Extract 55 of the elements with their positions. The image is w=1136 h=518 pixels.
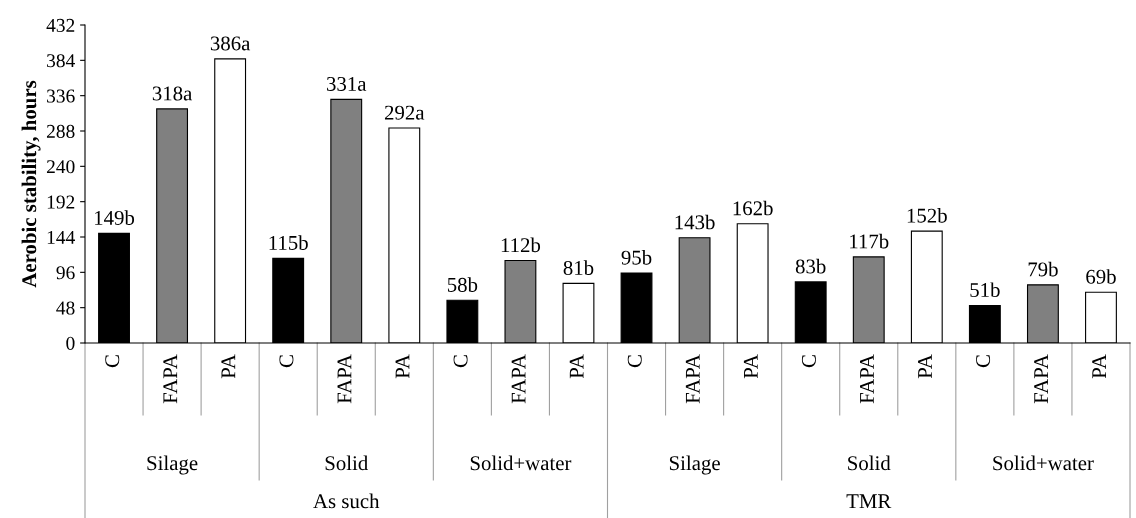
y-tick-label: 48: [56, 301, 75, 315]
data-label: 117b: [850, 233, 889, 249]
text: Silage: [669, 455, 720, 475]
data-label: 292a: [384, 105, 425, 120]
x-tick-label: FAPA: [860, 354, 874, 404]
x-tick-label: PA: [221, 354, 236, 379]
x-tick-label: FAPA: [511, 354, 526, 404]
y-tick-label: 144: [47, 230, 75, 244]
data-label: 331a: [327, 76, 367, 91]
data-label: 81b: [563, 260, 594, 275]
x-tick-label: PA: [569, 354, 584, 379]
x-tick-label: PA: [743, 354, 758, 379]
text: Solid+water: [470, 455, 572, 471]
x-tick-label: FAPA: [337, 354, 352, 404]
y-axis-title: Aerobic stability, hours: [21, 80, 41, 288]
data-label: 143b: [675, 214, 715, 230]
text: As such: [313, 493, 380, 509]
data-label: 79b: [1028, 261, 1058, 277]
text: Silage: [147, 455, 198, 475]
y-tick-label: 336: [47, 89, 75, 103]
text: TMR: [846, 494, 892, 509]
x-tick-label: FAPA: [685, 354, 700, 404]
y-tick-label: 192: [47, 195, 75, 209]
text: Solid+water: [993, 455, 1094, 471]
data-label: 149b: [95, 210, 135, 225]
x-tick-label: PA: [1092, 354, 1106, 379]
text: Solid: [325, 455, 368, 471]
data-label: 318a: [152, 86, 193, 101]
y-tick-label: 384: [47, 54, 75, 68]
x-tick-label: C: [279, 355, 294, 368]
data-label: 83b: [795, 258, 826, 274]
data-label: 152b: [907, 208, 947, 223]
y-tick-label: 432: [46, 18, 75, 32]
x-tick-label: C: [976, 355, 991, 368]
data-label: 69b: [1086, 269, 1116, 284]
data-label: 162b: [733, 200, 773, 216]
data-label: 58b: [447, 277, 478, 292]
data-label: 112b: [501, 237, 541, 253]
x-tick-label: FAPA: [1034, 354, 1048, 404]
y-tick-label: 240: [46, 160, 75, 174]
x-tick-label: PA: [918, 354, 932, 379]
x-tick-label: C: [105, 355, 120, 368]
data-label: 386a: [210, 36, 251, 51]
x-tick-label: C: [801, 355, 816, 368]
y-tick-label: 96: [56, 266, 75, 280]
data-label: 51b: [970, 282, 1000, 298]
x-tick-label: FAPA: [163, 354, 178, 404]
data-label: 95b: [621, 250, 652, 265]
y-tick-label: 288: [46, 124, 75, 138]
y-tick-label: 0: [66, 336, 75, 350]
x-tick-label: C: [627, 355, 642, 368]
data-label: 115b: [269, 235, 308, 250]
x-tick-label: C: [453, 355, 468, 368]
text: Solid: [848, 455, 891, 471]
x-tick-label: PA: [395, 354, 410, 379]
